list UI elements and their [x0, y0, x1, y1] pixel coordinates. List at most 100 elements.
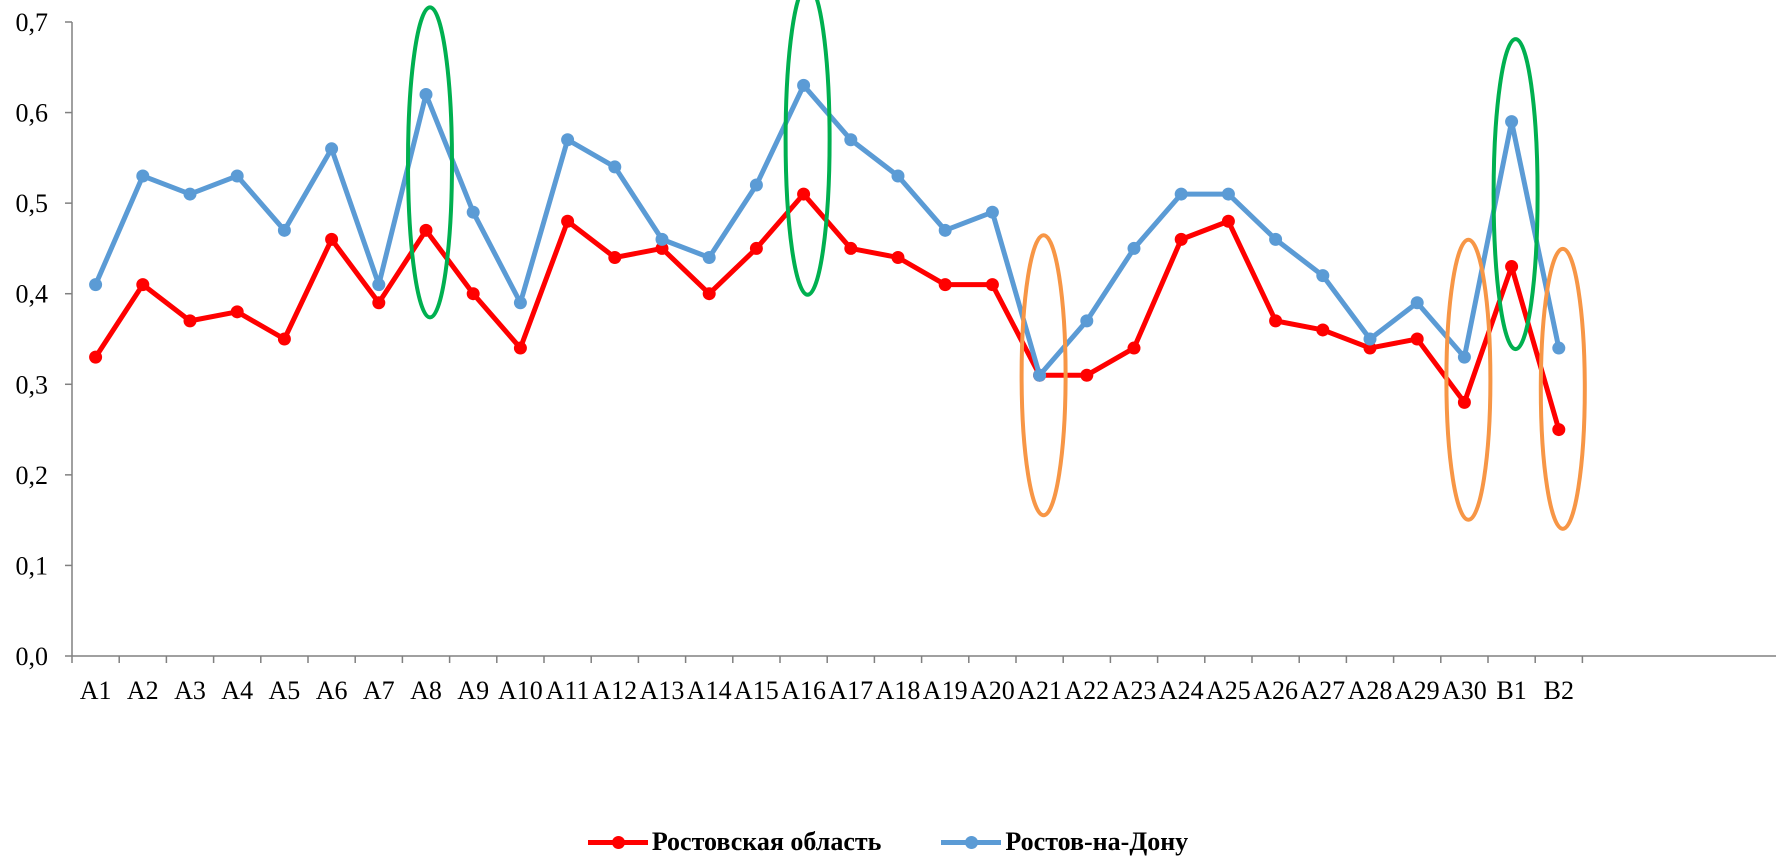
annotation-ellipse	[1491, 37, 1540, 352]
series-1-point	[1552, 341, 1566, 355]
x-tick-label: A28	[1348, 676, 1393, 705]
series-0-point	[1269, 314, 1283, 328]
annotation-ellipse	[783, 0, 832, 297]
series-layer	[89, 78, 1566, 437]
series-0-point	[938, 278, 952, 292]
series-1-point	[1269, 232, 1283, 246]
x-tick-label: A18	[876, 676, 921, 705]
series-1-point	[938, 223, 952, 237]
series-1-point	[561, 133, 575, 147]
x-tick-label: A8	[410, 676, 442, 705]
legend: Ростовская область Ростов-на-Дону	[0, 822, 1776, 862]
series-0-point	[1457, 395, 1471, 409]
series-0-point	[230, 305, 244, 319]
series-1-point	[749, 178, 763, 192]
x-tick-label: B2	[1544, 676, 1574, 705]
x-tick-label: A2	[127, 676, 159, 705]
series-1-point	[1316, 269, 1330, 283]
x-tick-label: A12	[592, 676, 637, 705]
series-0-point	[325, 232, 339, 246]
legend-item-series-1: Ростов-на-Дону	[941, 827, 1188, 857]
y-tick-label: 0,0	[16, 642, 49, 671]
series-0-point	[891, 250, 905, 264]
series-0-point	[844, 241, 858, 255]
y-tick-label: 0,3	[16, 370, 49, 399]
series-0-point	[372, 296, 386, 310]
series-0-point	[749, 241, 763, 255]
series-0-point	[1363, 341, 1377, 355]
series-1-point	[1457, 350, 1471, 364]
x-tick-label: A1	[80, 676, 112, 705]
series-1-point	[466, 205, 480, 219]
axes: 0,0 0,1 0,2 0,3 0,4 0,5 0,6 0,7 A1 A2 A3 A4 A5 A6 A7 A8…	[16, 8, 1776, 705]
x-tick-label: A19	[923, 676, 968, 705]
series-1-point	[702, 250, 716, 264]
legend-label-series-0: Ростовская область	[651, 827, 882, 856]
x-tick-label: A3	[174, 676, 206, 705]
series-1-point	[1080, 314, 1094, 328]
series-0-point	[797, 187, 811, 201]
x-tick-label: A24	[1159, 676, 1204, 705]
x-tick-label: A25	[1206, 676, 1251, 705]
series-0-point	[513, 341, 527, 355]
series-1-point	[325, 142, 339, 156]
series-0-point	[608, 250, 622, 264]
x-tick-label: A14	[687, 676, 732, 705]
x-tick-label: A29	[1395, 676, 1440, 705]
series-0-point	[1127, 341, 1141, 355]
series-1-point	[1363, 332, 1377, 346]
x-tick-label: A9	[457, 676, 489, 705]
series-1-point	[797, 78, 811, 92]
series-1-point	[655, 232, 669, 246]
series-1-point	[844, 133, 858, 147]
annotation-ellipse	[1019, 233, 1068, 518]
series-1-point	[136, 169, 150, 183]
annotation-ellipse	[1538, 246, 1587, 531]
x-tick-label: A27	[1300, 676, 1345, 705]
y-tick-label: 0,6	[16, 99, 49, 128]
series-1-point	[985, 205, 999, 219]
series-1-point	[1033, 368, 1047, 382]
y-tick-label: 0,4	[16, 280, 49, 309]
series-1-point	[89, 278, 103, 292]
x-tick-label: A13	[640, 676, 685, 705]
series-0-point	[466, 287, 480, 301]
series-0-point	[136, 278, 150, 292]
annotation-ellipse	[406, 5, 454, 320]
series-1-point	[230, 169, 244, 183]
x-tick-label: A5	[269, 676, 301, 705]
y-tick-label: 0,7	[16, 8, 49, 37]
series-1-point	[1505, 115, 1519, 129]
x-tick-label: A6	[316, 676, 348, 705]
legend-item-series-0: Ростовская область	[587, 827, 882, 857]
series-1-point	[1221, 187, 1235, 201]
x-tick-label: A16	[781, 676, 826, 705]
x-tick-label: B1	[1496, 676, 1526, 705]
series-1-point	[891, 169, 905, 183]
x-tick-label: A23	[1112, 676, 1157, 705]
series-0-point	[1174, 232, 1188, 246]
series-0-point	[1221, 214, 1235, 228]
legend-label-series-1: Ростов-на-Дону	[1005, 827, 1189, 856]
series-0-point	[1316, 323, 1330, 337]
y-tick-label: 0,1	[16, 551, 49, 580]
x-tick-label: A7	[363, 676, 395, 705]
x-tick-label: A10	[498, 676, 543, 705]
series-0-point	[277, 332, 291, 346]
x-tick-label: A22	[1064, 676, 1109, 705]
series-0-point	[985, 278, 999, 292]
series-1-point	[1410, 296, 1424, 310]
x-tick-label: A30	[1442, 676, 1487, 705]
series-1-point	[372, 278, 386, 292]
series-0-point	[655, 241, 669, 255]
series-line-1	[93, 82, 1562, 378]
series-0-point	[1552, 423, 1566, 437]
x-tick-label: A26	[1253, 676, 1298, 705]
series-0-point	[419, 223, 433, 237]
series-1-point	[1174, 187, 1188, 201]
legend-swatch-series-1	[941, 832, 1002, 852]
series-0-point	[1505, 260, 1519, 274]
series-1-point	[419, 87, 433, 101]
x-tick-label: A11	[546, 676, 590, 705]
